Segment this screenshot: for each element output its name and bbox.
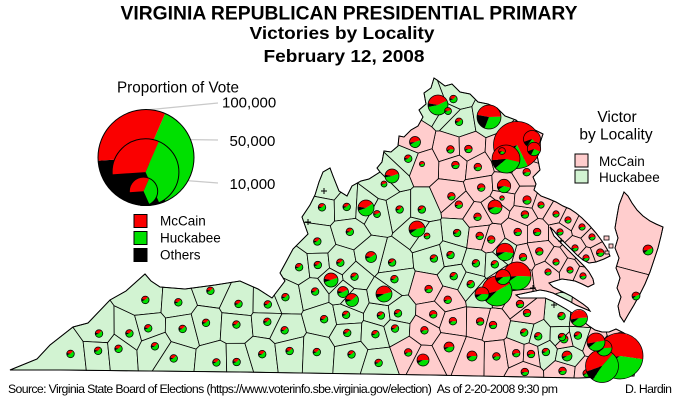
svg-text:Proportion of Vote: Proportion of Vote — [117, 80, 239, 97]
svg-text:D. Hardin: D. Hardin — [625, 382, 672, 396]
svg-text:Huckabee: Huckabee — [599, 170, 660, 185]
svg-text:100,000: 100,000 — [222, 95, 276, 112]
svg-text:Victor: Victor — [597, 109, 636, 126]
svg-text:February 12, 2008: February 12, 2008 — [264, 46, 425, 66]
svg-text:Source: Virginia State Board o: Source: Virginia State Board of Election… — [8, 382, 558, 396]
svg-text:McCain: McCain — [599, 154, 645, 169]
svg-text:by Locality: by Locality — [579, 127, 652, 144]
svg-text:50,000: 50,000 — [230, 133, 276, 150]
svg-text:Huckabee: Huckabee — [160, 231, 221, 246]
svg-text:10,000: 10,000 — [230, 176, 276, 193]
svg-text:Victories by Locality: Victories by Locality — [250, 23, 435, 43]
svg-text:VIRGINIA REPUBLICAN PRESIDENTI: VIRGINIA REPUBLICAN PRESIDENTIAL PRIMARY — [121, 3, 578, 25]
svg-text:McCain: McCain — [160, 214, 206, 229]
svg-text:Others: Others — [160, 248, 201, 263]
